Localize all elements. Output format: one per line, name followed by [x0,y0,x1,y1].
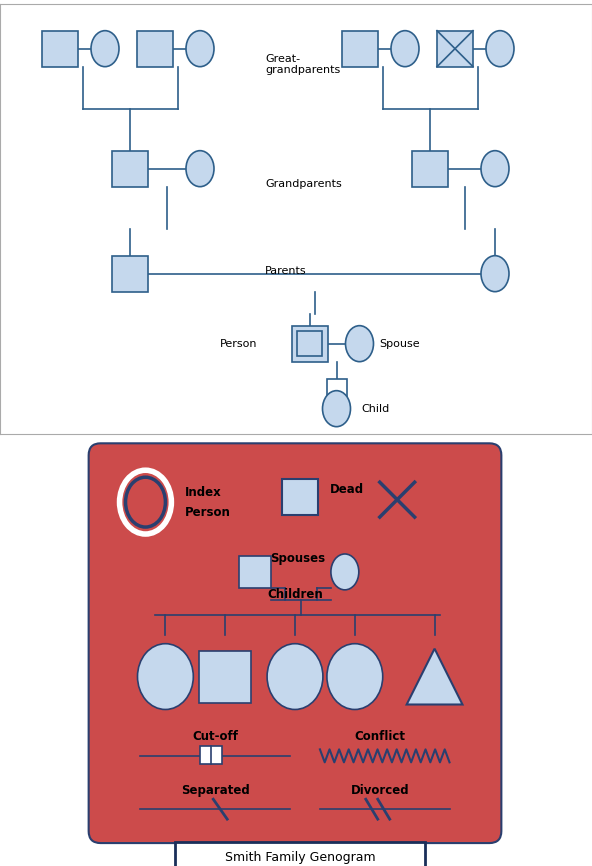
Ellipse shape [91,30,119,67]
Bar [437,30,473,67]
Text: Index: Index [185,486,222,499]
Text: Divorced: Divorced [350,784,409,797]
Text: Great-
grandparents: Great- grandparents [265,54,340,75]
Text: Smith Family Genogram: Smith Family Genogram [225,850,375,863]
Ellipse shape [323,391,350,427]
Ellipse shape [137,643,194,709]
Text: Conflict: Conflict [354,730,406,743]
Ellipse shape [331,554,359,590]
Polygon shape [407,649,462,705]
Bar [112,255,148,292]
Bar [137,30,173,67]
Bar [239,556,271,588]
Bar [112,151,148,187]
Ellipse shape [481,151,509,187]
Bar [327,378,346,398]
Bar [291,326,327,362]
Ellipse shape [481,255,509,292]
Bar [282,479,318,515]
Ellipse shape [186,30,214,67]
Text: Child: Child [362,404,390,414]
Text: Separated: Separated [181,784,250,797]
Ellipse shape [346,326,374,362]
Text: Grandparents: Grandparents [265,178,342,189]
Bar [200,650,251,702]
Ellipse shape [486,30,514,67]
Text: Cut-off: Cut-off [192,730,238,743]
Bar [42,30,78,67]
Text: Person: Person [220,339,257,349]
Bar [175,842,424,866]
Text: Children: Children [267,588,323,601]
Bar [297,332,321,356]
Ellipse shape [327,643,383,709]
Ellipse shape [391,30,419,67]
Ellipse shape [267,643,323,709]
Text: Person: Person [185,506,231,519]
Text: Spouse: Spouse [379,339,420,349]
Bar [200,746,222,765]
Text: Parents: Parents [265,266,307,275]
Text: Spouses: Spouses [270,553,325,565]
Bar [342,30,378,67]
Bar [412,151,448,187]
FancyBboxPatch shape [89,443,501,843]
Text: Dead: Dead [330,482,364,495]
Ellipse shape [186,151,214,187]
